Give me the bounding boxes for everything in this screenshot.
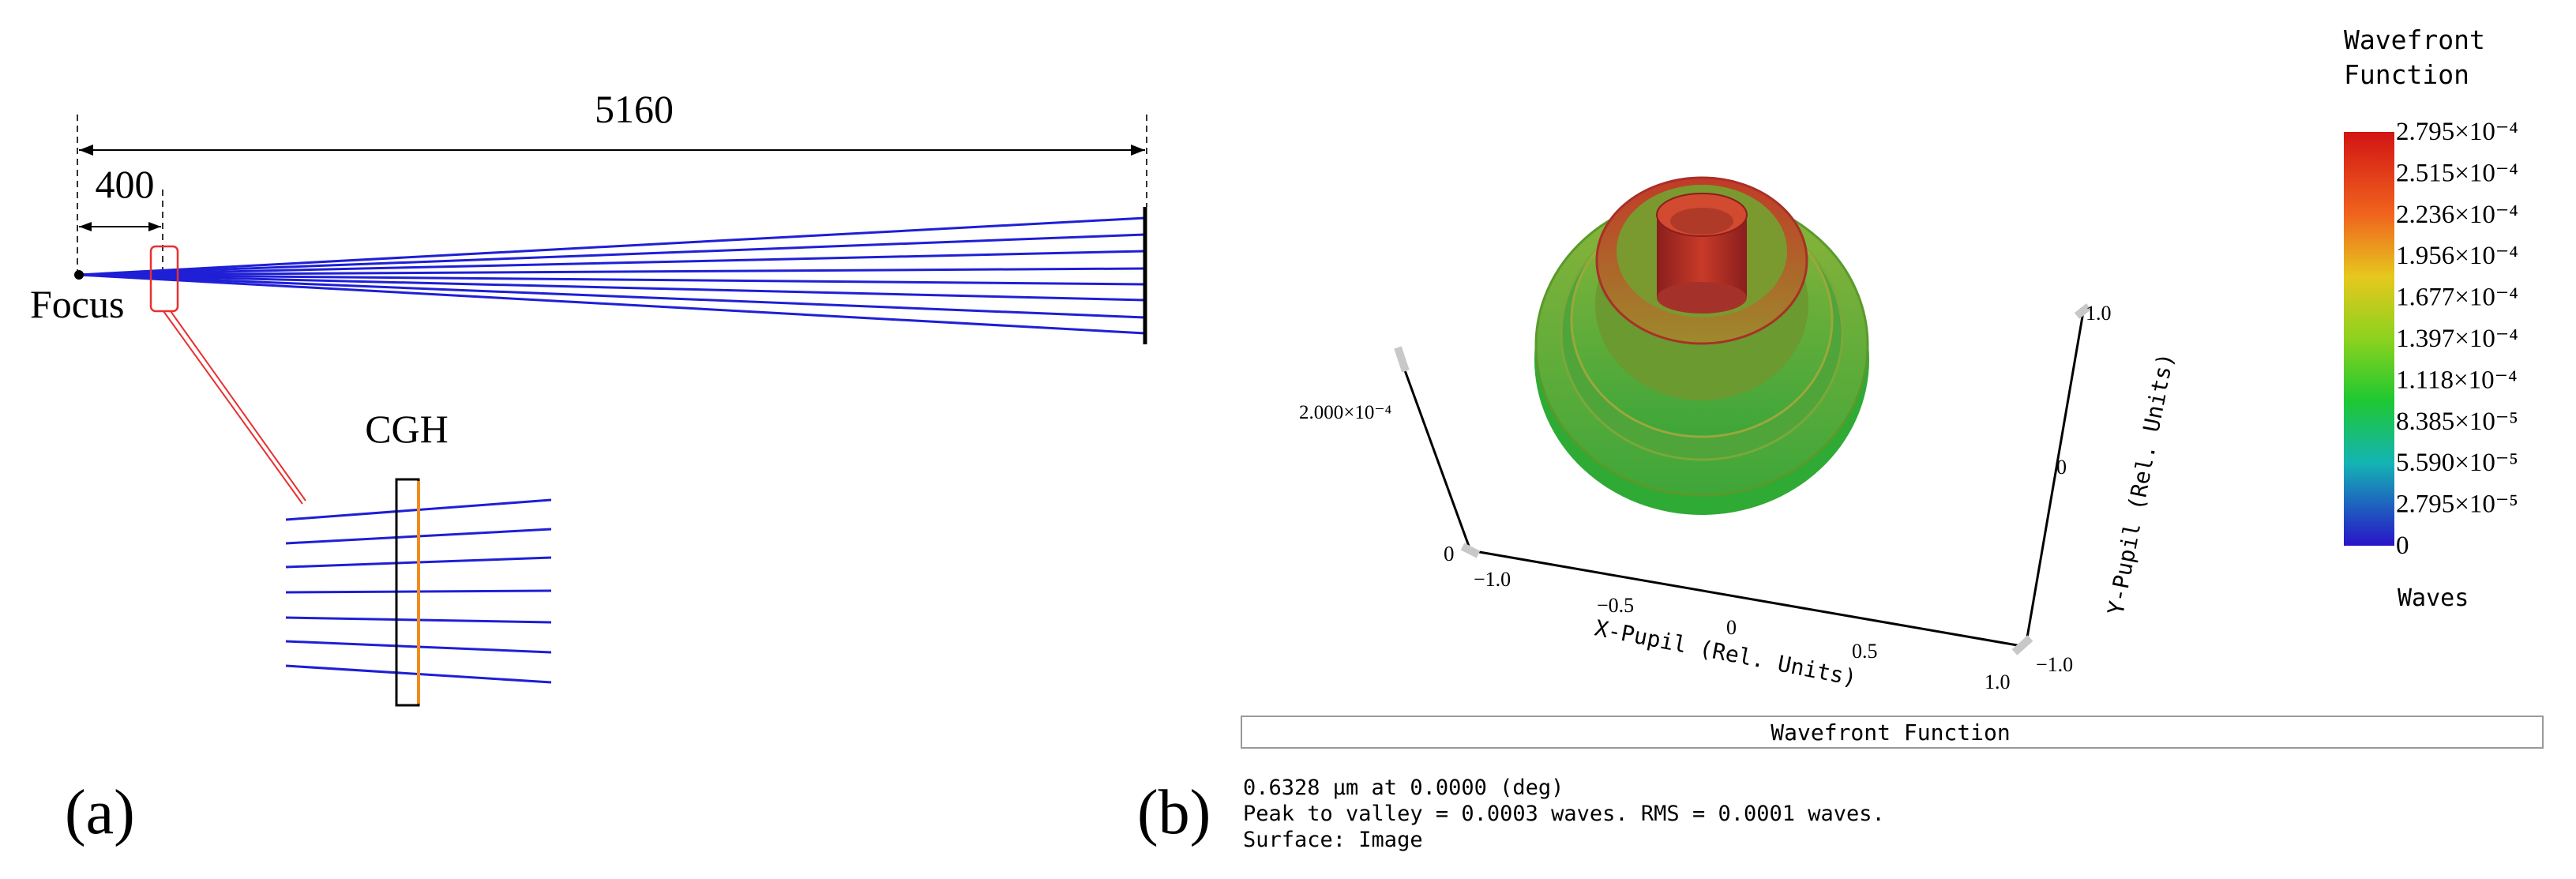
legend-tick-labels: 2.795×10⁻⁴ 2.515×10⁻⁴ 2.236×10⁻⁴ 1.956×10⁻⁴… xyxy=(2396,118,2518,560)
wavefront-surface xyxy=(1534,176,1869,515)
corner-tick-right xyxy=(2011,635,2033,655)
info-surface: Surface: Image xyxy=(1243,828,1423,852)
legend-tick-label: 2.236×10⁻⁴ xyxy=(2396,201,2518,229)
panel-a-ray-diagram: 5160 400 Focus CGH xyxy=(30,87,1147,847)
info-wavelength: 0.6328 µm at 0.0000 (deg) xyxy=(1243,776,1564,800)
y-axis-label: Y-Pupil (Rel. Units) xyxy=(2102,351,2179,617)
z-axis-top-tick xyxy=(1394,346,1410,373)
legend-title-line2: Function xyxy=(2344,59,2469,90)
x-tick-label: 0 xyxy=(1726,616,1737,639)
dim-arrowhead-left xyxy=(79,145,93,156)
legend-tick-label: 0 xyxy=(2396,532,2409,560)
legend-title-line1: Wavefront xyxy=(2344,24,2485,55)
corner-tick-top xyxy=(2074,303,2092,319)
legend-tick-label: 2.795×10⁻⁴ xyxy=(2396,118,2518,146)
legend-tick-label: 1.118×10⁻⁴ xyxy=(2396,366,2518,394)
ray-fan xyxy=(78,216,1146,335)
info-peak-to-valley: Peak to valley = 0.0003 waves. RMS = 0.0… xyxy=(1243,802,1885,826)
x-tick-label: −1.0 xyxy=(1474,568,1511,591)
y-tick-label: 1.0 xyxy=(2086,302,2112,325)
legend-tick-label: 8.385×10⁻⁵ xyxy=(2396,408,2518,436)
x-tick-label: 0.5 xyxy=(1852,640,1878,663)
legend-tick-label: 1.677×10⁻⁴ xyxy=(2396,284,2518,312)
zoom-leader-line-2 xyxy=(170,310,306,501)
legend-tick-label: 1.956×10⁻⁴ xyxy=(2396,242,2518,270)
z-axis-top-label: 2.000×10⁻⁴ xyxy=(1299,402,1392,423)
z-axis-line xyxy=(1400,361,1472,551)
x-tick-label: 1.0 xyxy=(1985,671,2011,693)
surface-center-peak-base xyxy=(1657,282,1747,314)
zoom-leader-line-1 xyxy=(163,310,303,505)
plot-title: Wavefront Function xyxy=(1771,719,2010,746)
legend-tick-label: 5.590×10⁻⁵ xyxy=(2396,449,2518,477)
x-axis-line xyxy=(1470,549,2022,648)
z-axis-zero-label: 0 xyxy=(1444,542,1455,565)
plot-title-bar xyxy=(1241,716,2544,749)
dim-near-arrowhead-right xyxy=(148,222,161,231)
dim-total-label: 5160 xyxy=(595,87,674,131)
y-tick-label: −1.0 xyxy=(2036,653,2073,676)
colorbar-legend: Wavefront Function 2.795×10⁻⁴2.515×10⁻⁴2… xyxy=(2344,24,2518,612)
panel-b-label: (b) xyxy=(1137,778,1211,847)
legend-tick-label: 2.795×10⁻⁵ xyxy=(2396,490,2518,519)
legend-tick-label: 2.515×10⁻⁴ xyxy=(2396,159,2518,187)
dim-arrowhead-right xyxy=(1131,145,1145,156)
corner-tick-left xyxy=(1460,543,1481,558)
legend-tick-label: 1.397×10⁻⁴ xyxy=(2396,325,2518,353)
focus-label: Focus xyxy=(30,282,124,326)
legend-unit: Waves xyxy=(2398,584,2469,612)
colorbar xyxy=(2344,132,2394,546)
panel-a-label: (a) xyxy=(65,778,135,847)
dim-near-label: 400 xyxy=(96,162,155,206)
x-tick-label: −0.5 xyxy=(1597,594,1634,617)
focus-point xyxy=(74,270,84,280)
dim-near-arrowhead-left xyxy=(79,222,92,231)
y-tick-label: 0 xyxy=(2056,456,2067,479)
panel-b-wavefront-plot: 2.000×10⁻⁴ 0 −1.0 −0.5 0 0.5 1.0 X-Pupil… xyxy=(1137,24,2544,852)
surface-center-peak-hole xyxy=(1670,208,1733,235)
cgh-label: CGH xyxy=(365,407,449,451)
y-axis-line xyxy=(2025,311,2085,643)
